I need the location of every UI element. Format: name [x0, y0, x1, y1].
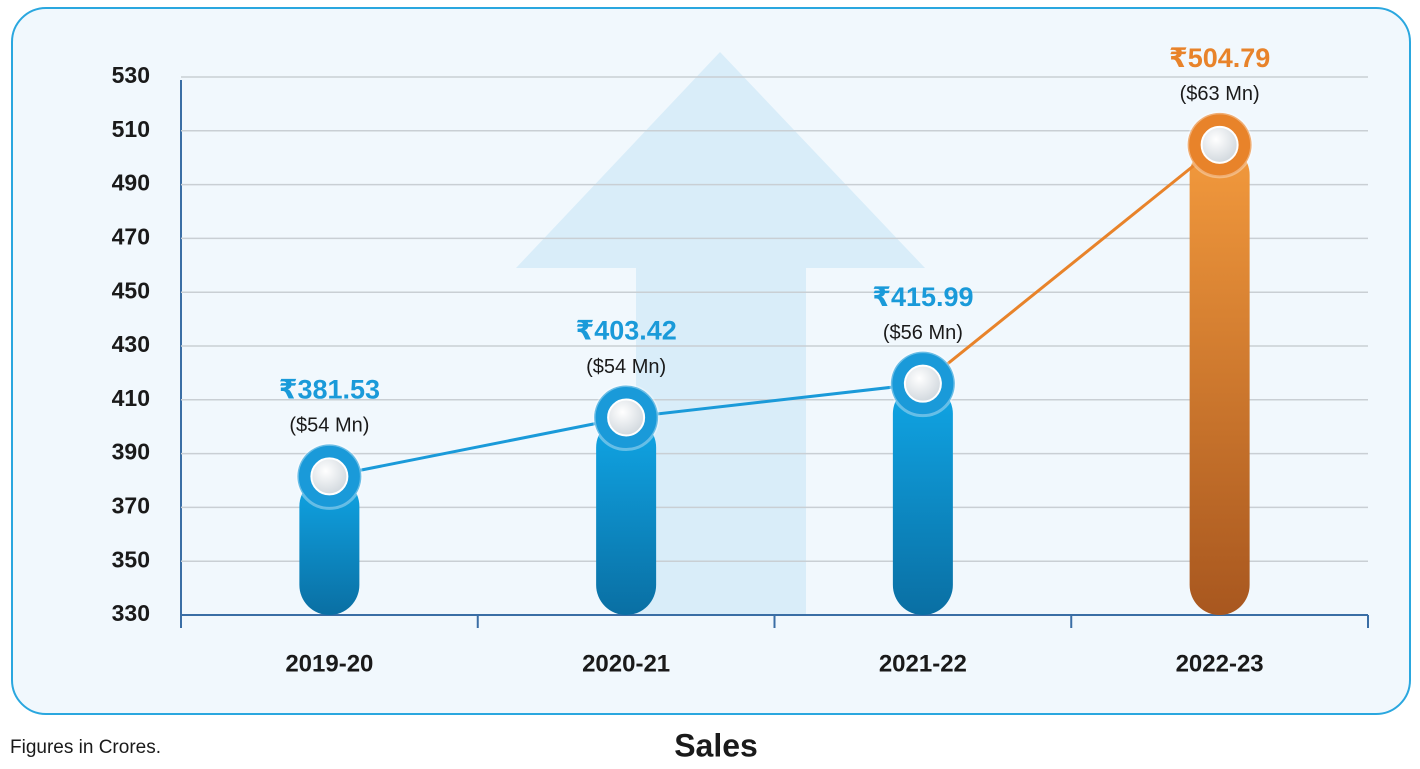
- background-arrow: [516, 52, 925, 615]
- marker-center: [310, 457, 349, 496]
- value-label: ₹415.99: [872, 282, 973, 312]
- marker-center: [607, 398, 646, 437]
- x-tick-label: 2022-23: [1176, 650, 1264, 677]
- y-tick-label: 450: [112, 277, 150, 303]
- bar: [596, 417, 657, 615]
- y-tick-label: 530: [112, 62, 150, 88]
- usd-label: ($54 Mn): [289, 415, 369, 437]
- value-label: ₹381.53: [279, 375, 380, 405]
- y-tick-label: 370: [112, 492, 150, 518]
- marker-center: [903, 364, 942, 403]
- y-tick-label: 390: [112, 439, 150, 465]
- x-tick-label: 2019-20: [285, 650, 373, 677]
- chart-title: Sales: [674, 727, 758, 763]
- y-tick-label: 490: [112, 170, 150, 196]
- y-tick-label: 470: [112, 223, 150, 249]
- usd-label: ($56 Mn): [883, 322, 963, 344]
- note: Figures in Crores.: [10, 737, 161, 758]
- y-tick-label: 350: [112, 546, 150, 572]
- trend-line: [921, 143, 1221, 385]
- value-label: ₹504.79: [1169, 43, 1270, 73]
- x-tick-label: 2021-22: [879, 650, 967, 677]
- marker-center: [1200, 125, 1239, 164]
- x-tick-label: 2020-21: [582, 650, 670, 677]
- y-tick-label: 330: [112, 600, 150, 626]
- y-tick-label: 430: [112, 331, 150, 357]
- bar: [299, 476, 360, 615]
- trend-line: [625, 382, 924, 419]
- bar: [892, 383, 953, 615]
- trend-line: [329, 416, 627, 478]
- usd-label: ($63 Mn): [1180, 83, 1260, 105]
- usd-label: ($54 Mn): [586, 356, 666, 378]
- y-tick-label: 510: [112, 116, 150, 142]
- value-label: ₹403.42: [575, 316, 676, 346]
- y-tick-label: 410: [112, 385, 150, 411]
- bar: [1189, 144, 1250, 616]
